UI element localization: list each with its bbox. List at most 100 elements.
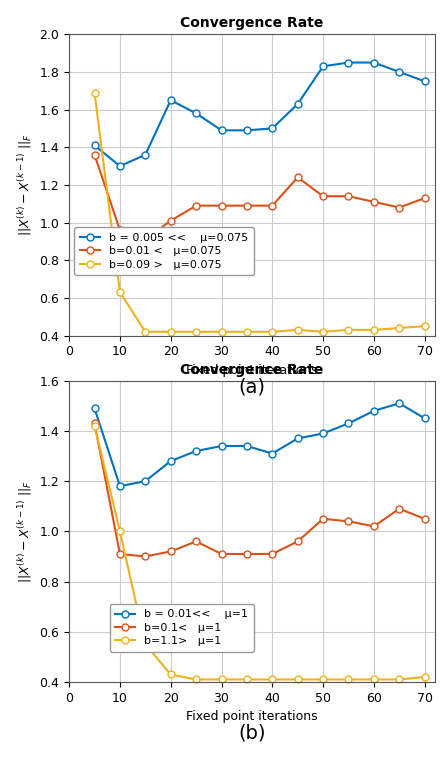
b = 0.005 <<    μ=0.075 — [219, 126, 224, 135]
b = 0.005 <<    μ=0.075 — [320, 62, 326, 71]
b=0.1<   μ=1 — [244, 549, 250, 559]
b=1.1>   μ=1 — [371, 675, 376, 684]
Legend: b = 0.01<<    μ=1, b=0.1<   μ=1, b=1.1>   μ=1: b = 0.01<< μ=1, b=0.1< μ=1, b=1.1> μ=1 — [110, 604, 254, 652]
Text: (b): (b) — [238, 724, 266, 743]
b = 0.005 <<    μ=0.075 — [143, 150, 148, 159]
b = 0.005 <<    μ=0.075 — [422, 77, 427, 86]
b=0.09 >   μ=0.075 — [270, 327, 275, 336]
b = 0.005 <<    μ=0.075 — [194, 109, 199, 118]
b=0.09 >   μ=0.075 — [194, 327, 199, 336]
Line: b = 0.01<<    μ=1: b = 0.01<< μ=1 — [91, 400, 428, 490]
b=1.1>   μ=1 — [346, 675, 351, 684]
b=0.1<   μ=1 — [371, 522, 376, 531]
b=0.09 >   μ=0.075 — [219, 327, 224, 336]
b = 0.01<<    μ=1 — [371, 406, 376, 415]
b=0.09 >   μ=0.075 — [168, 327, 173, 336]
b=0.01 <   μ=0.075 — [194, 201, 199, 210]
b = 0.01<<    μ=1 — [320, 429, 326, 438]
b=1.1>   μ=1 — [244, 675, 250, 684]
b = 0.01<<    μ=1 — [295, 434, 300, 443]
b = 0.01<<    μ=1 — [244, 441, 250, 450]
b = 0.005 <<    μ=0.075 — [270, 124, 275, 133]
b=1.1>   μ=1 — [168, 670, 173, 679]
b = 0.01<<    μ=1 — [396, 399, 402, 408]
b=1.1>   μ=1 — [396, 675, 402, 684]
Legend: b = 0.005 <<    μ=0.075, b=0.01 <   μ=0.075, b=0.09 >   μ=0.075: b = 0.005 << μ=0.075, b=0.01 < μ=0.075, … — [74, 227, 254, 275]
b=0.1<   μ=1 — [346, 517, 351, 526]
b=1.1>   μ=1 — [219, 675, 224, 684]
b=0.1<   μ=1 — [295, 537, 300, 546]
b=0.01 <   μ=0.075 — [346, 192, 351, 201]
b=0.01 <   μ=0.075 — [422, 194, 427, 203]
b=0.1<   μ=1 — [143, 552, 148, 561]
b=0.09 >   μ=0.075 — [244, 327, 250, 336]
b = 0.01<<    μ=1 — [143, 476, 148, 485]
Title: Convergence Rate: Convergence Rate — [180, 363, 324, 376]
b=0.1<   μ=1 — [92, 419, 97, 428]
b=0.01 <   μ=0.075 — [320, 192, 326, 201]
b = 0.01<<    μ=1 — [92, 404, 97, 413]
b=0.09 >   μ=0.075 — [371, 325, 376, 335]
b=1.1>   μ=1 — [422, 672, 427, 681]
b=0.01 <   μ=0.075 — [396, 203, 402, 212]
b=0.01 <   μ=0.075 — [168, 216, 173, 226]
b = 0.005 <<    μ=0.075 — [168, 95, 173, 104]
b = 0.01<<    μ=1 — [168, 456, 173, 466]
b = 0.005 <<    μ=0.075 — [92, 141, 97, 150]
b=0.09 >   μ=0.075 — [295, 325, 300, 335]
b=1.1>   μ=1 — [320, 675, 326, 684]
Y-axis label: $||X^{(k)} - X^{(k-1)}$ $||_F$: $||X^{(k)} - X^{(k-1)}$ $||_F$ — [16, 480, 34, 583]
b = 0.01<<    μ=1 — [346, 419, 351, 428]
Line: b=0.01 <   μ=0.075: b=0.01 < μ=0.075 — [91, 152, 428, 243]
b=0.1<   μ=1 — [219, 549, 224, 559]
b=0.1<   μ=1 — [194, 537, 199, 546]
b=0.1<   μ=1 — [320, 514, 326, 523]
Line: b=0.09 >   μ=0.075: b=0.09 > μ=0.075 — [91, 89, 428, 335]
b=0.01 <   μ=0.075 — [219, 201, 224, 210]
b = 0.005 <<    μ=0.075 — [244, 126, 250, 135]
b=0.09 >   μ=0.075 — [320, 327, 326, 336]
b=1.1>   μ=1 — [194, 675, 199, 684]
b=0.09 >   μ=0.075 — [143, 327, 148, 336]
b=1.1>   μ=1 — [270, 675, 275, 684]
Y-axis label: $||X^{(k)} - X^{(k-1)}$ $||_F$: $||X^{(k)} - X^{(k-1)}$ $||_F$ — [16, 133, 34, 236]
Line: b = 0.005 <<    μ=0.075: b = 0.005 << μ=0.075 — [91, 59, 428, 170]
b = 0.005 <<    μ=0.075 — [396, 67, 402, 76]
b=0.1<   μ=1 — [270, 549, 275, 559]
b=0.01 <   μ=0.075 — [117, 226, 123, 235]
b=0.01 <   μ=0.075 — [371, 197, 376, 207]
b = 0.01<<    μ=1 — [219, 441, 224, 450]
b=0.09 >   μ=0.075 — [117, 288, 123, 297]
X-axis label: Fixed point iterations: Fixed point iterations — [186, 363, 318, 377]
b = 0.01<<    μ=1 — [194, 447, 199, 456]
b=1.1>   μ=1 — [295, 675, 300, 684]
b=0.01 <   μ=0.075 — [244, 201, 250, 210]
Line: b=0.1<   μ=1: b=0.1< μ=1 — [91, 420, 428, 560]
b=1.1>   μ=1 — [117, 527, 123, 536]
b=0.01 <   μ=0.075 — [295, 173, 300, 182]
b = 0.01<<    μ=1 — [117, 482, 123, 491]
b = 0.005 <<    μ=0.075 — [346, 58, 351, 67]
b=0.09 >   μ=0.075 — [92, 88, 97, 98]
b=0.1<   μ=1 — [168, 547, 173, 556]
b=0.01 <   μ=0.075 — [270, 201, 275, 210]
b = 0.01<<    μ=1 — [422, 414, 427, 423]
Text: (a): (a) — [239, 377, 265, 396]
b=0.09 >   μ=0.075 — [346, 325, 351, 335]
b = 0.01<<    μ=1 — [270, 449, 275, 458]
b=0.09 >   μ=0.075 — [422, 322, 427, 331]
b = 0.005 <<    μ=0.075 — [117, 162, 123, 171]
b=1.1>   μ=1 — [92, 421, 97, 431]
b=0.1<   μ=1 — [117, 549, 123, 559]
b=0.09 >   μ=0.075 — [396, 323, 402, 332]
X-axis label: Fixed point iterations: Fixed point iterations — [186, 710, 318, 723]
b=1.1>   μ=1 — [143, 640, 148, 649]
Line: b=1.1>   μ=1: b=1.1> μ=1 — [91, 422, 428, 683]
b=0.01 <   μ=0.075 — [92, 150, 97, 159]
Title: Convergence Rate: Convergence Rate — [180, 16, 324, 30]
b = 0.005 <<    μ=0.075 — [295, 99, 300, 108]
b = 0.005 <<    μ=0.075 — [371, 58, 376, 67]
b=0.01 <   μ=0.075 — [143, 235, 148, 244]
b=0.1<   μ=1 — [422, 514, 427, 523]
b=0.1<   μ=1 — [396, 504, 402, 514]
